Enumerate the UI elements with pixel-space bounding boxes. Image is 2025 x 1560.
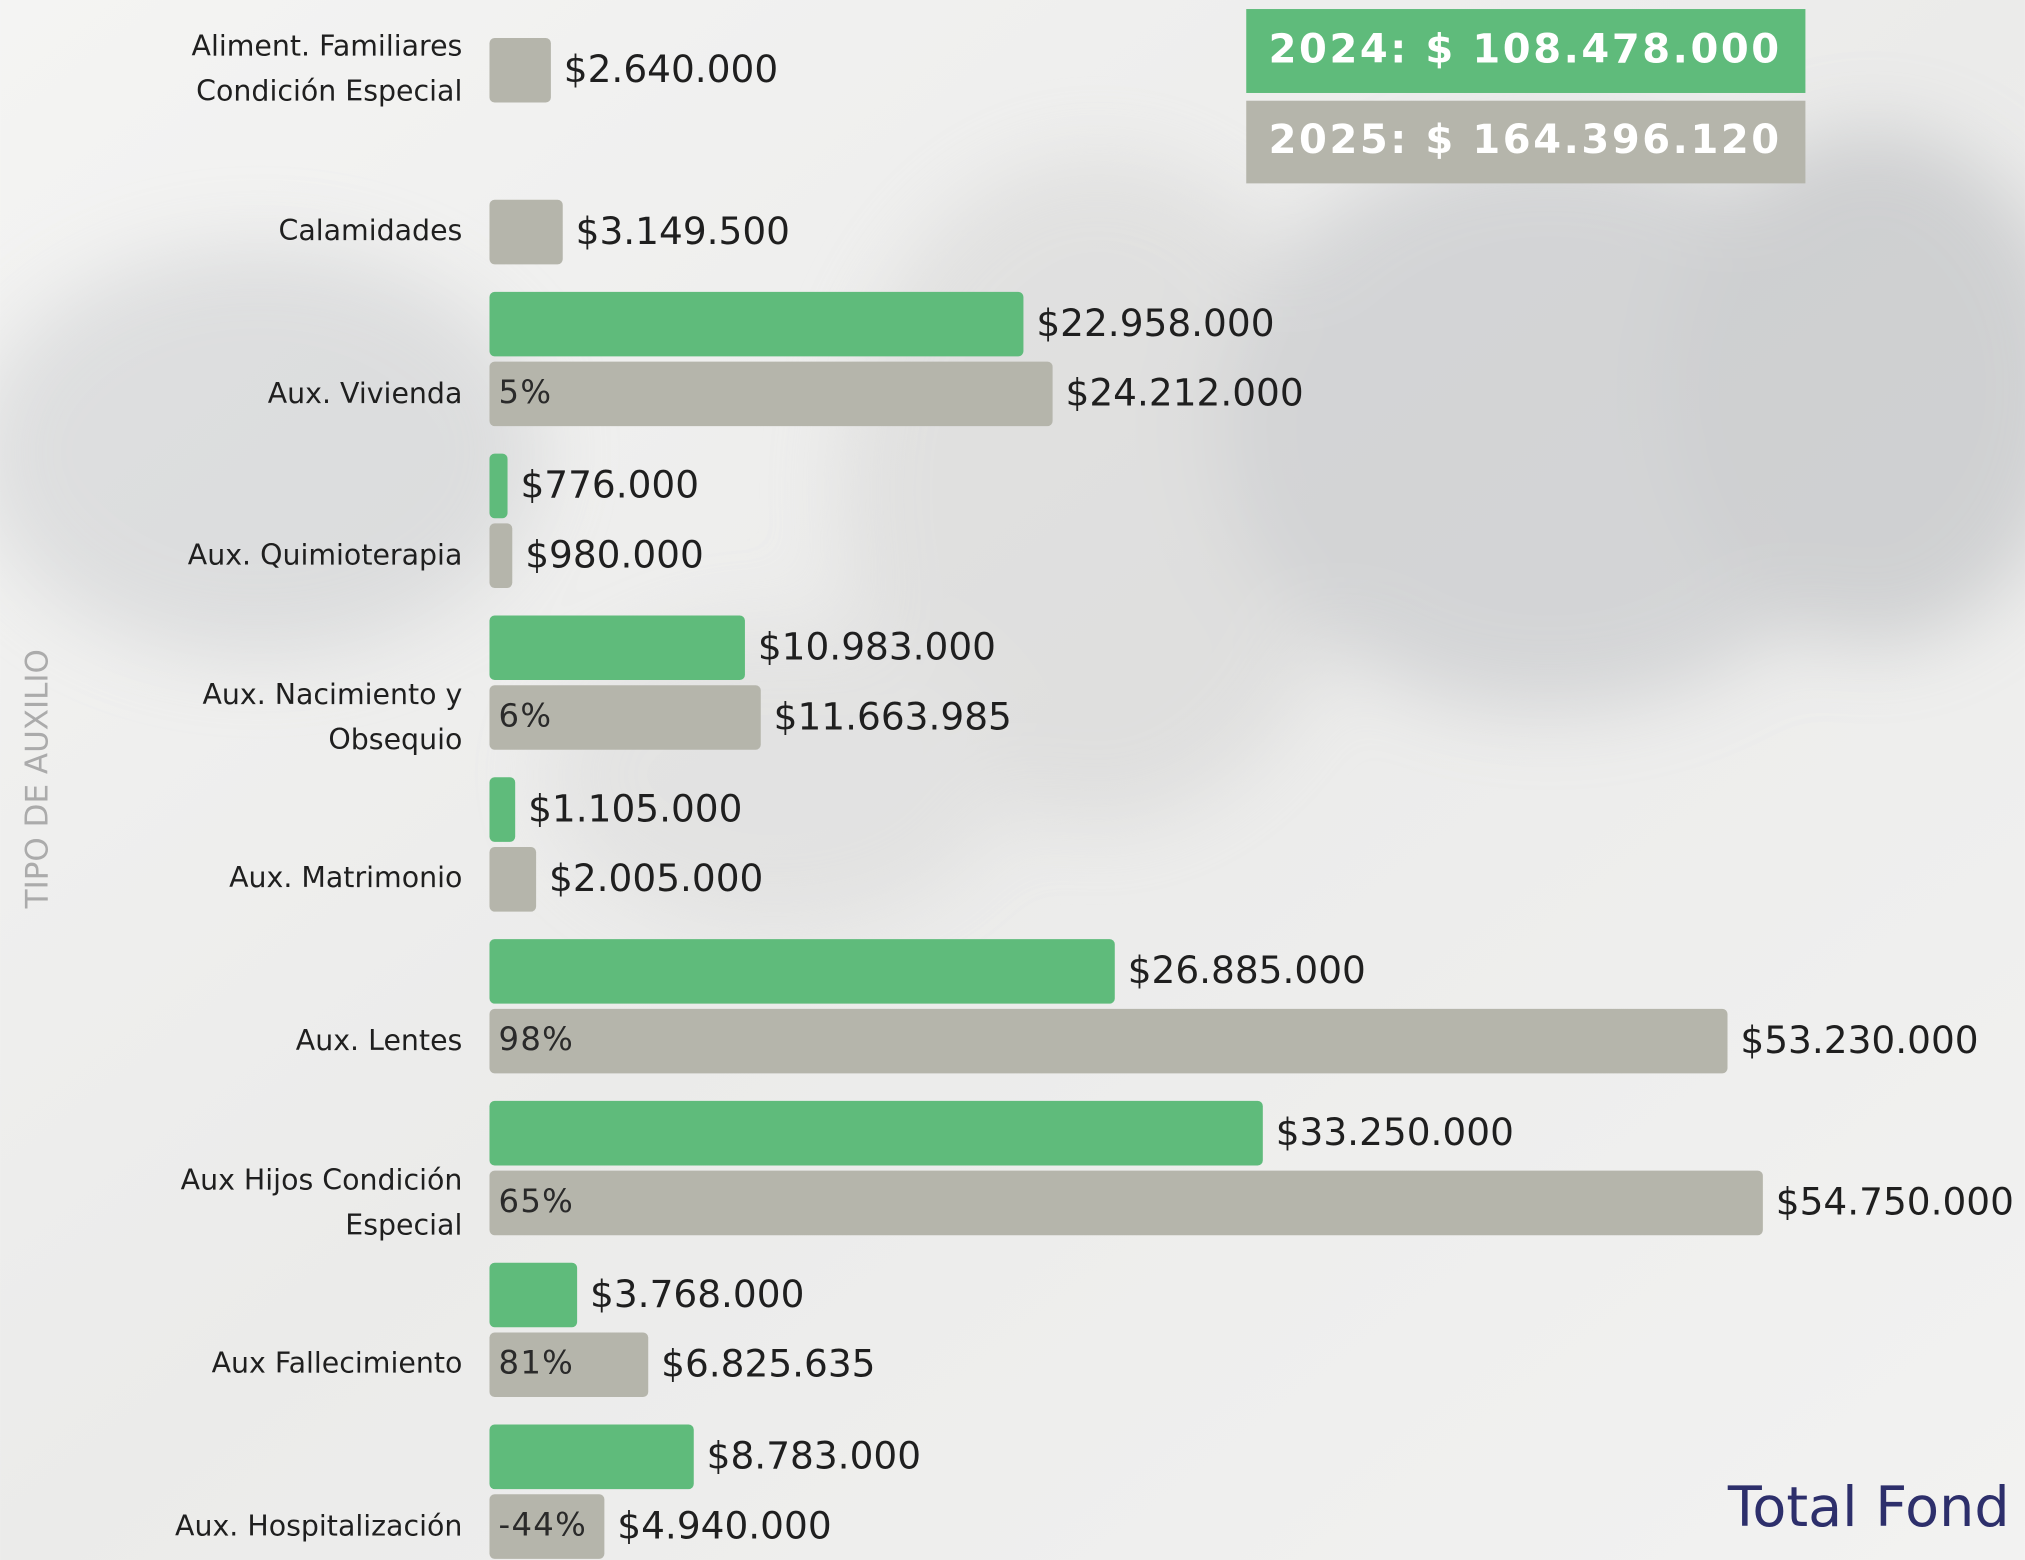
value-label: $980.000 (525, 532, 704, 576)
bar (489, 1008, 1728, 1074)
change-label: 6% (499, 696, 553, 734)
bar (489, 777, 516, 842)
category-label: Aux. Matrimonio (229, 863, 463, 896)
value-label: $776.000 (520, 463, 699, 507)
category-label: Aux. Lentes (295, 1024, 463, 1058)
category-label: Aux. Vivienda (267, 377, 463, 411)
category-label: Aux. Quimioterapia (187, 539, 463, 572)
value-label: $8.783.000 (707, 1434, 921, 1478)
category-label: Aux Fallecimiento (211, 1348, 463, 1381)
value-label: $24.212.000 (1066, 371, 1304, 415)
change-label: 65% (499, 1182, 575, 1220)
value-label: $26.885.000 (1128, 948, 1366, 992)
bar (489, 453, 508, 519)
category-label: Calamidades (278, 215, 463, 249)
bar (489, 37, 551, 103)
bar (489, 361, 1053, 427)
value-label: $33.250.000 (1276, 1110, 1514, 1154)
value-label: $11.663.985 (774, 694, 1012, 738)
value-label: $53.230.000 (1740, 1018, 1978, 1062)
bar (489, 1100, 1263, 1166)
value-label: $10.983.000 (758, 625, 996, 669)
legend-label: 2024: $ 108.478.000 (1269, 27, 1782, 73)
category-label: Aux. Nacimiento y Obsequio (202, 678, 463, 757)
value-label: $2.005.000 (549, 856, 763, 900)
legend-swatch (1246, 9, 1806, 93)
value-label: $1.105.000 (528, 786, 742, 830)
category-label: Aliment. Familiares Condición Especial (191, 31, 463, 109)
value-label: $6.825.635 (661, 1342, 875, 1386)
category-label: Aux. Nacimiento y Obsequio (202, 678, 463, 757)
category-label: Calamidades (278, 215, 463, 249)
annotation: Total Fond (1727, 1475, 2010, 1540)
change-label: 5% (499, 373, 553, 411)
bar (489, 1262, 578, 1328)
bar (489, 523, 513, 588)
bar (489, 847, 537, 912)
value-label: $54.750.000 (1776, 1180, 2014, 1224)
value-label: $2.640.000 (564, 47, 778, 91)
bar (489, 1170, 1763, 1236)
category-label: Aux. Vivienda (267, 377, 463, 411)
category-label: Aux. Hospitalización (175, 1510, 463, 1543)
category-label: Aux Hijos Condición Especial (180, 1164, 463, 1242)
category-label: Aliment. Familiares Condición Especial (191, 31, 463, 109)
bar (489, 1494, 605, 1559)
bar (489, 291, 1024, 357)
category-label: Aux Hijos Condición Especial (180, 1164, 463, 1242)
change-label: 98% (499, 1020, 575, 1058)
bar (489, 685, 761, 750)
bar (489, 939, 1115, 1004)
value-label: $4.940.000 (617, 1503, 831, 1547)
change-label: 81% (499, 1344, 575, 1382)
category-label: Aux Fallecimiento (211, 1348, 463, 1381)
change-label: -44% (499, 1506, 588, 1544)
bar (489, 199, 563, 265)
legend-swatch (1246, 100, 1806, 184)
bar (489, 615, 745, 681)
category-label: Aux. Matrimonio (229, 863, 463, 896)
bar (489, 1332, 649, 1398)
value-label: $3.768.000 (590, 1272, 804, 1316)
category-label: Aux. Quimioterapia (187, 539, 463, 572)
category-label: Aux. Lentes (295, 1024, 463, 1058)
value-label: $22.958.000 (1036, 301, 1274, 345)
bar (489, 1424, 694, 1490)
value-label: $3.149.500 (576, 209, 790, 253)
legend-label: 2025: $ 164.396.120 (1269, 117, 1782, 163)
y-axis-label: TIPO DE AUXILIO (19, 649, 55, 909)
category-label: Aux. Hospitalización (175, 1510, 463, 1543)
